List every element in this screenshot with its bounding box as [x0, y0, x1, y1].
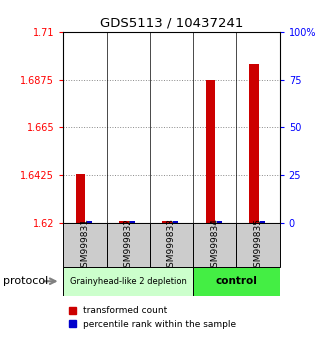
FancyBboxPatch shape [193, 223, 236, 267]
Text: GSM999831: GSM999831 [80, 218, 90, 273]
Bar [249, 64, 258, 223]
Text: GSM999832: GSM999832 [124, 218, 133, 273]
Bar [206, 80, 215, 223]
Text: GSM999835: GSM999835 [253, 218, 263, 273]
Bar [87, 221, 92, 223]
FancyBboxPatch shape [63, 267, 193, 296]
FancyBboxPatch shape [107, 223, 150, 267]
Bar [119, 221, 129, 223]
FancyBboxPatch shape [236, 223, 280, 267]
Bar [76, 174, 85, 223]
Text: protocol: protocol [3, 276, 49, 286]
Text: Grainyhead-like 2 depletion: Grainyhead-like 2 depletion [70, 277, 186, 286]
Bar [216, 221, 222, 223]
FancyBboxPatch shape [63, 223, 107, 267]
Bar [163, 221, 172, 223]
FancyBboxPatch shape [193, 267, 280, 296]
Bar [130, 221, 135, 223]
FancyBboxPatch shape [150, 223, 193, 267]
Text: GSM999833: GSM999833 [167, 218, 176, 273]
Legend: transformed count, percentile rank within the sample: transformed count, percentile rank withi… [68, 306, 237, 330]
Bar [173, 221, 178, 223]
Title: GDS5113 / 10437241: GDS5113 / 10437241 [100, 16, 243, 29]
Text: control: control [215, 276, 257, 286]
Bar [260, 221, 265, 223]
Text: GSM999834: GSM999834 [210, 218, 219, 273]
